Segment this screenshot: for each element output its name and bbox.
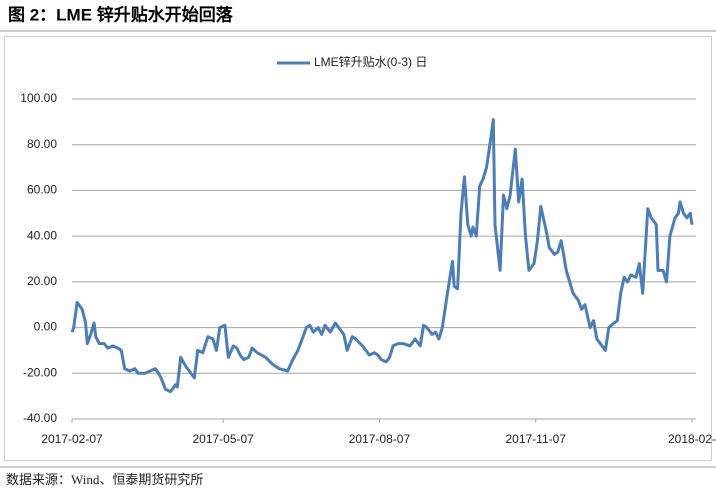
x-tick-label: 2017-08-07 (349, 432, 411, 446)
x-tick-label: 2017-05-07 (192, 432, 254, 446)
data-line (70, 118, 694, 394)
y-tick-label: 60.00 (27, 183, 57, 197)
y-tick-label: 40.00 (27, 228, 57, 242)
y-tick-label: -20.00 (23, 365, 57, 379)
y-tick-label: -40.00 (23, 411, 57, 425)
y-tick-label: 100.00 (20, 91, 57, 105)
x-tick-label: 2017-11-07 (505, 432, 566, 446)
y-tick-label: 80.00 (27, 137, 57, 151)
chart-title: 图 2：LME 锌升贴水开始回落 (8, 4, 234, 24)
chart-frame (4, 36, 712, 461)
y-tick-label: 0.00 (34, 320, 58, 334)
y-tick-label: 20.00 (27, 274, 57, 288)
x-tick-label: 2017-02-07 (41, 432, 103, 446)
legend-label: LME锌升贴水(0-3) 日 (314, 55, 427, 69)
x-tick-label: 2018-02- (668, 432, 716, 446)
source-note: 数据来源：Wind、恒泰期货研究所 (6, 472, 203, 487)
